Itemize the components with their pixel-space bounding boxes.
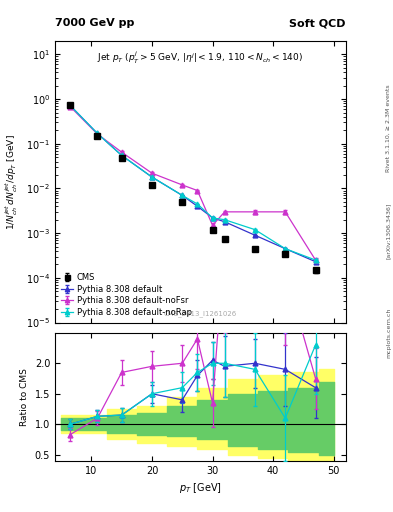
Y-axis label: $1/N_{ch}^{jet}\,dN_{ch}^{jet}/dp_{T}$ [GeV]: $1/N_{ch}^{jet}\,dN_{ch}^{jet}/dp_{T}$ [… — [4, 134, 20, 230]
Text: mcplots.cern.ch: mcplots.cern.ch — [386, 308, 391, 358]
X-axis label: $p_T$ [GeV]: $p_T$ [GeV] — [179, 481, 222, 495]
Text: 7000 GeV pp: 7000 GeV pp — [55, 18, 134, 28]
Legend: CMS, Pythia 8.308 default, Pythia 8.308 default-noFsr, Pythia 8.308 default-noRa: CMS, Pythia 8.308 default, Pythia 8.308 … — [59, 271, 193, 318]
Text: CMS_2013_I1261026: CMS_2013_I1261026 — [164, 310, 237, 317]
Text: Soft QCD: Soft QCD — [289, 18, 346, 28]
Y-axis label: Ratio to CMS: Ratio to CMS — [20, 368, 29, 426]
Text: [arXiv:1306.3436]: [arXiv:1306.3436] — [386, 202, 391, 259]
Text: Rivet 3.1.10, ≥ 2.3M events: Rivet 3.1.10, ≥ 2.3M events — [386, 84, 391, 172]
Text: Jet $p_T$ ($p^j_T$$>$5 GeV, $|\eta^j|$$<$1.9, 110$<$$N_{ch}$$<$140): Jet $p_T$ ($p^j_T$$>$5 GeV, $|\eta^j|$$<… — [97, 50, 303, 66]
